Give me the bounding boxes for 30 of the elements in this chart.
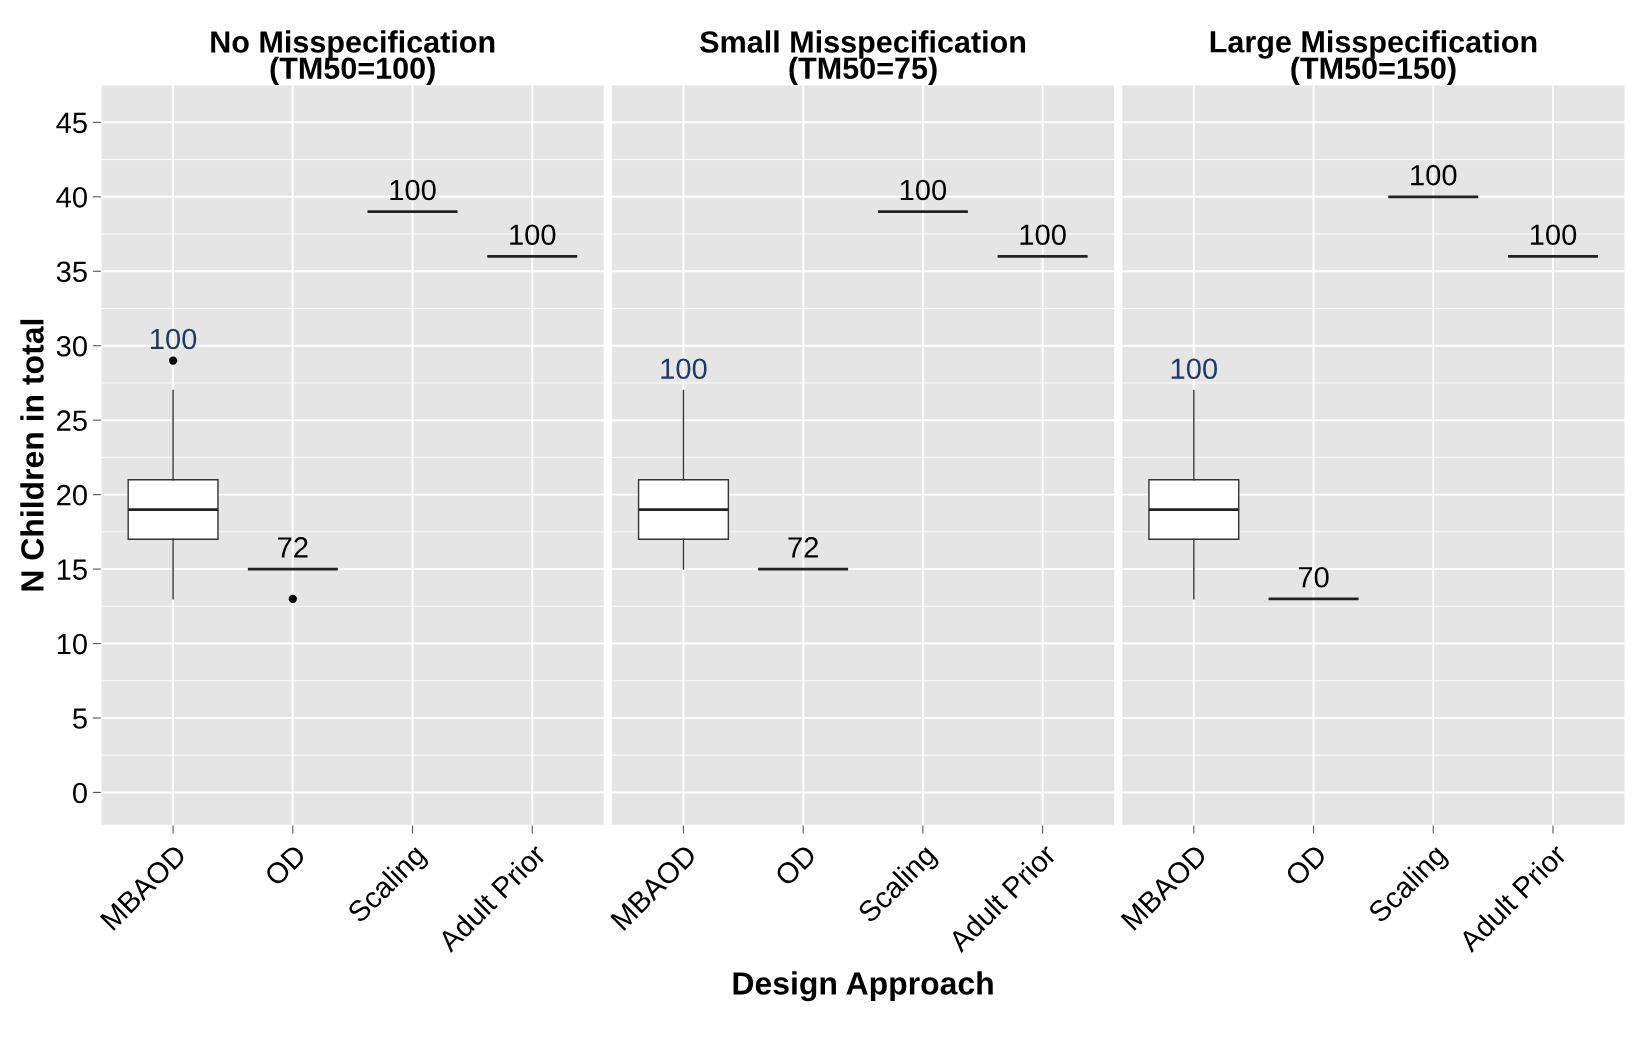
- y-tick-label: 30: [56, 335, 87, 357]
- y-tick-label: 45: [56, 112, 87, 134]
- y-tick-label: 0: [72, 782, 87, 804]
- y-tick-label: 35: [56, 261, 87, 283]
- y-tick-label: 5: [73, 708, 87, 729]
- y-tick-label: 40: [56, 187, 87, 208]
- y-axis-title: N Children in total: [20, 319, 44, 591]
- chart-title: Small Misspecification (TM50=75): [700, 30, 1026, 86]
- annotation: 100: [510, 224, 556, 246]
- chart-title: No Misspecification (TM50=100): [211, 30, 495, 86]
- annotation: 100: [150, 328, 197, 350]
- annotation: 100: [1020, 224, 1066, 246]
- annotation: 100: [900, 179, 947, 201]
- annotation: 72: [788, 537, 818, 558]
- chart-title: Large Misspecification (TM50=150): [1210, 30, 1537, 86]
- annotation: 100: [1411, 164, 1457, 186]
- y-tick-label: 25: [57, 410, 87, 432]
- y-tick-label: 10: [57, 633, 87, 655]
- annotation: 100: [390, 179, 436, 201]
- x-tick-label: OD: [1284, 843, 1328, 887]
- annotation: 72: [278, 537, 308, 558]
- x-axis-title: Design Approach: [733, 971, 993, 1002]
- annotation: 100: [1171, 358, 1218, 380]
- y-tick-label: 20: [57, 484, 87, 506]
- annotation: 100: [1530, 224, 1577, 246]
- annotation: 70: [1298, 566, 1329, 588]
- annotation: 100: [661, 358, 707, 380]
- y-tick-label: 15: [57, 559, 87, 580]
- x-tick-label: OD: [263, 843, 307, 887]
- x-tick-label: OD: [773, 843, 818, 887]
